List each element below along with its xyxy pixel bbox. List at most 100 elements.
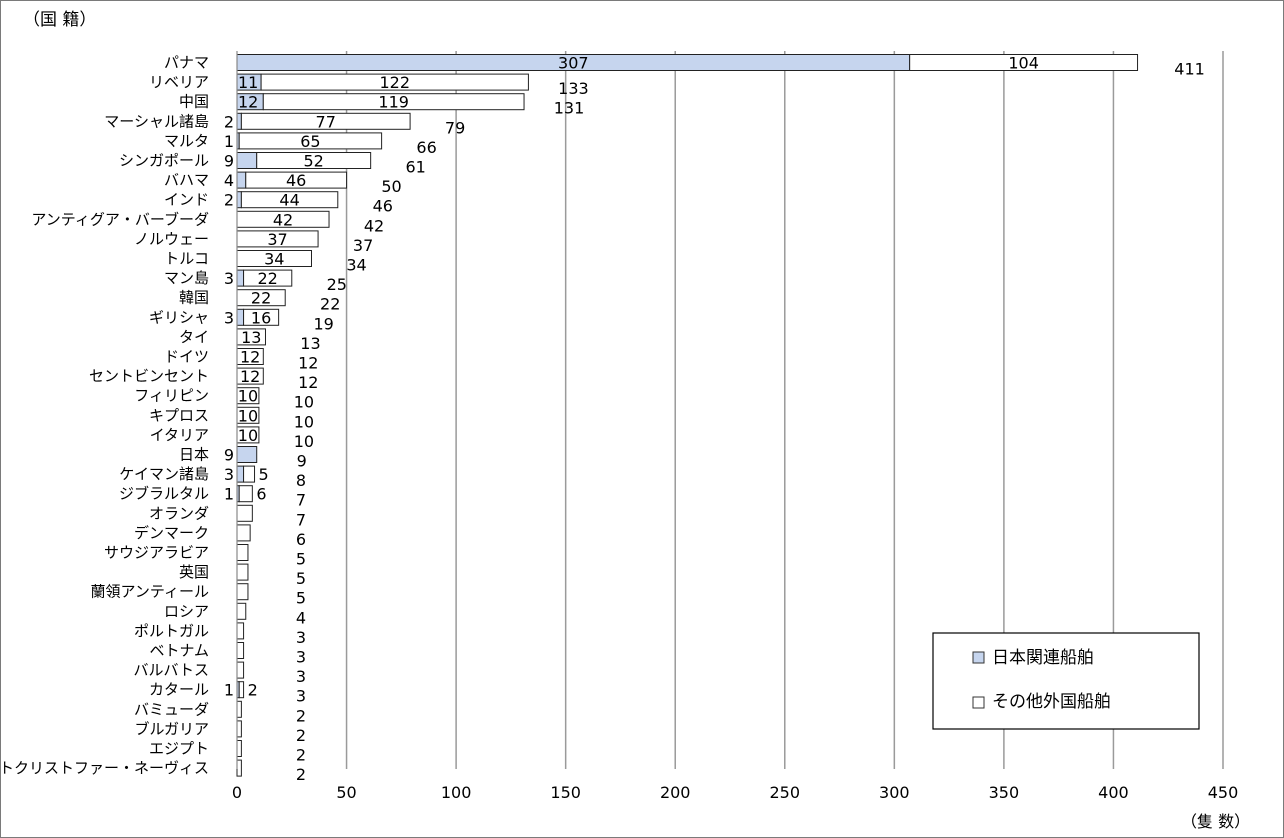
category-label: 日本 [179, 446, 209, 464]
bar-segment-japan-related [236, 269, 245, 287]
value-label-other-foreign: 77 [316, 112, 336, 131]
value-label-other-foreign: 6 [256, 485, 266, 504]
bar-segment-other-foreign [240, 191, 339, 209]
bar-segment-other-foreign [236, 759, 242, 777]
legend-label-other-foreign: その他外国船舶 [992, 692, 1111, 712]
value-label-japan-related: 12 [238, 93, 258, 112]
value-label-other-foreign: 22 [251, 289, 271, 308]
bar-segment-other-foreign [909, 54, 1139, 71]
category-label: トルコ [164, 250, 209, 268]
bar-segment-other-foreign [240, 112, 411, 130]
legend-swatch-japan-related [972, 651, 985, 664]
category-label: フィリピン [134, 387, 209, 405]
total-label: 10 [294, 393, 314, 412]
legend: 日本関連船舶 その他外国船舶 [932, 632, 1200, 730]
total-label: 22 [320, 295, 340, 314]
y-axis-title: （国 籍） [23, 10, 96, 30]
total-label: 5 [296, 569, 306, 588]
bar-segment-other-foreign [236, 602, 247, 620]
category-label: バハマ [164, 171, 209, 189]
category-label: イタリア [150, 426, 209, 444]
total-label: 2 [296, 765, 306, 784]
total-label: 37 [353, 236, 373, 255]
category-label: セントビンセント [89, 367, 209, 385]
value-label-other-foreign: 37 [267, 230, 287, 249]
value-label-japan-related: 9 [224, 152, 234, 171]
value-label-japan-related: 11 [238, 73, 258, 92]
category-label: ポルトガル [134, 622, 209, 640]
category-label: 韓国 [179, 289, 209, 307]
x-tick-label: 0 [232, 783, 242, 802]
bar-segment-other-foreign [236, 504, 253, 522]
category-label: ギリシャ [149, 308, 209, 326]
total-label: 12 [298, 354, 318, 373]
category-label: バミューダ [134, 700, 209, 718]
x-tick-label: 450 [1208, 783, 1239, 802]
bar-segment-other-foreign [256, 152, 372, 169]
bar-segment-other-foreign [236, 720, 242, 738]
value-label-other-foreign: 44 [279, 191, 299, 210]
value-label-other-foreign: 42 [273, 210, 293, 229]
total-label: 8 [296, 471, 306, 490]
category-label: タイ [179, 328, 209, 346]
total-label: 5 [296, 589, 306, 608]
total-label: 4 [296, 608, 306, 627]
value-label-japan-related: 307 [558, 54, 589, 73]
x-tick-label: 400 [1098, 783, 1129, 802]
total-label: 2 [296, 706, 306, 725]
x-tick-label: 250 [770, 783, 801, 802]
x-tick-label: 350 [989, 783, 1020, 802]
bar-segment-japan-related [236, 446, 258, 463]
value-label-other-foreign: 10 [238, 406, 258, 425]
value-label-japan-related: 3 [224, 308, 234, 327]
total-label: 3 [296, 667, 306, 686]
total-label: 79 [445, 118, 465, 137]
bar-segment-other-foreign [236, 622, 245, 640]
total-label: 133 [558, 79, 589, 98]
value-label-japan-related: 2 [224, 112, 234, 131]
bar-segment-other-foreign [238, 132, 383, 150]
bar-segment-other-foreign [243, 308, 280, 326]
bar-segment-japan-related [236, 112, 242, 130]
category-label: シンガポール [119, 152, 209, 170]
total-label: 42 [364, 216, 384, 235]
bar-segment-other-foreign [243, 465, 256, 483]
bar-segment-other-foreign [236, 544, 249, 561]
total-label: 411 [1174, 60, 1205, 79]
category-label: ジブラルタル [119, 485, 209, 503]
value-label-other-foreign: 12 [240, 367, 260, 386]
value-label-japan-related: 3 [224, 465, 234, 484]
bar-segment-japan-related [236, 171, 247, 189]
total-label: 3 [296, 628, 306, 647]
bar-segment-other-foreign [245, 171, 348, 189]
value-label-other-foreign: 52 [304, 152, 324, 171]
value-label-other-foreign: 2 [248, 681, 258, 700]
x-axis-ticks: 0 50 100 150 200 250 300 350 400 450 [232, 783, 1238, 802]
legend-box [932, 632, 1200, 730]
category-label: 中国 [179, 93, 209, 111]
bar-segment-other-foreign [236, 700, 242, 718]
bar-segment-other-foreign [236, 661, 245, 679]
bar-segment-other-foreign [238, 485, 253, 503]
total-label: 2 [296, 726, 306, 745]
value-label-other-foreign: 22 [257, 269, 277, 288]
category-label: カタール [149, 681, 209, 699]
value-label-other-foreign: 122 [379, 73, 410, 92]
total-label: 131 [554, 99, 585, 118]
category-label: セントクリストファー・ネーヴィス [1, 759, 209, 777]
category-label: ドイツ [164, 348, 209, 366]
category-label: バルバトス [134, 661, 209, 679]
legend-swatch-other-foreign [972, 696, 985, 709]
value-label-japan-related: 1 [224, 485, 234, 504]
total-label: 13 [300, 334, 320, 353]
bar-segment-japan-related [236, 465, 245, 483]
total-label: 10 [294, 432, 314, 451]
value-label-japan-related: 3 [224, 269, 234, 288]
category-label: 英国 [179, 563, 209, 581]
value-label-japan-related: 2 [224, 191, 234, 210]
category-label: オランダ [149, 504, 209, 522]
value-label-other-foreign: 10 [238, 426, 258, 445]
total-label: 5 [296, 550, 306, 569]
total-label: 25 [327, 275, 347, 294]
